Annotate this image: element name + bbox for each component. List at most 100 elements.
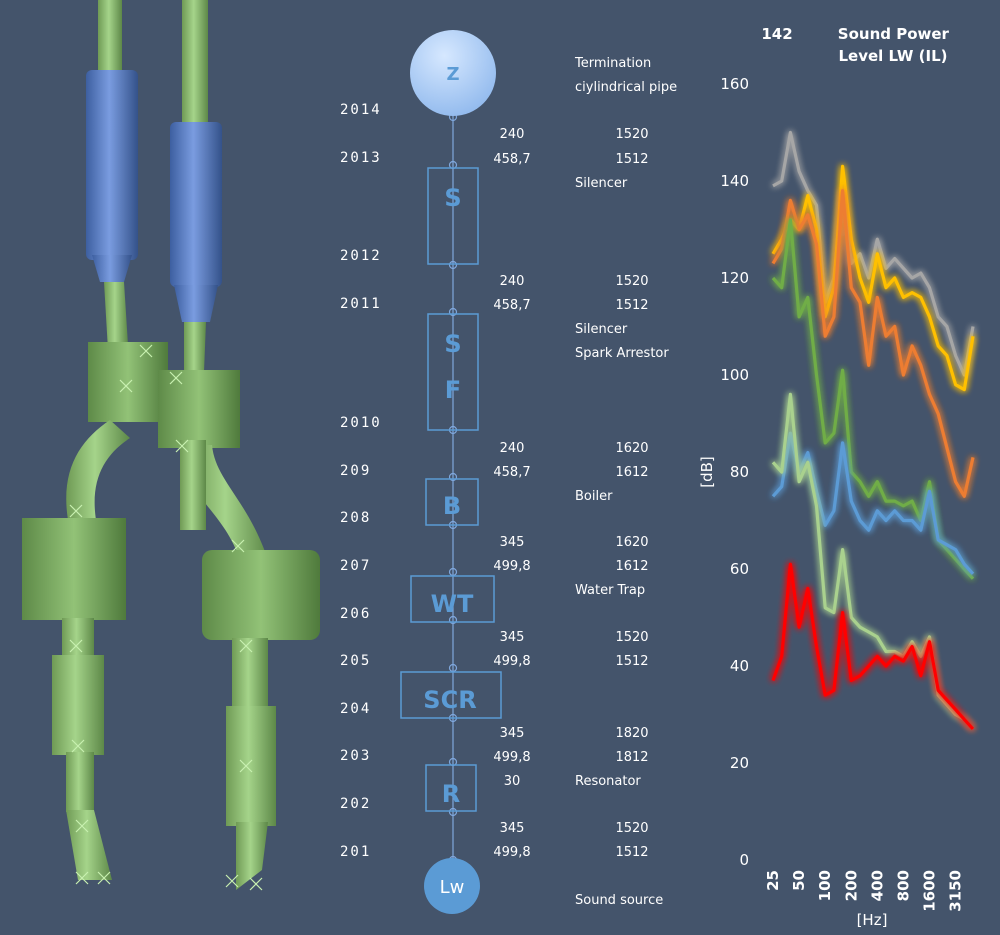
y-tick-label: 20 bbox=[730, 754, 749, 772]
description-text: Silencer bbox=[575, 322, 628, 337]
chart-series bbox=[771, 130, 975, 731]
left-outlet bbox=[66, 810, 112, 880]
left-silencer-cone bbox=[92, 255, 132, 282]
station-number: 201 bbox=[340, 844, 371, 860]
station-number: 208 bbox=[340, 510, 371, 526]
x-tick-label: 50 bbox=[790, 870, 808, 891]
value-a: 458,7 bbox=[493, 298, 530, 313]
value-b: 1620 bbox=[615, 441, 648, 456]
termination-node bbox=[410, 30, 496, 116]
description-text: Silencer bbox=[575, 176, 628, 191]
segment-values: 240 1520 458,7 1512 240 1520 458,7 1512 … bbox=[493, 127, 648, 860]
station-number: 206 bbox=[340, 606, 371, 622]
sound-power-chart: 142 Sound Power Level LW (IL) [dB] [Hz] … bbox=[700, 25, 975, 929]
left-connector-pipe bbox=[104, 282, 128, 350]
x-axis-label: [Hz] bbox=[857, 911, 888, 929]
station-number: 2010 bbox=[340, 415, 382, 431]
value-a: 458,7 bbox=[493, 152, 530, 167]
left-exhaust-pipe bbox=[98, 0, 122, 80]
right-lower-pipe bbox=[232, 638, 268, 708]
junction-dots bbox=[448, 112, 458, 865]
y-tick-label: 0 bbox=[739, 851, 749, 869]
vertical-pipe bbox=[180, 440, 206, 530]
node-label-scr: SCR bbox=[423, 686, 476, 714]
station-numbers: 2014 2013 2012 2011 2010 209 208 207 206… bbox=[340, 102, 382, 860]
y-tick-label: 40 bbox=[730, 657, 749, 675]
series-line bbox=[771, 431, 975, 575]
left-resonator bbox=[66, 752, 94, 812]
value-b: 1620 bbox=[615, 535, 648, 550]
x-tick-label: 25 bbox=[764, 870, 782, 891]
right-silencer-cone bbox=[174, 285, 218, 322]
node-label-wt: WT bbox=[431, 590, 474, 618]
value-a: 240 bbox=[500, 274, 525, 289]
value-b: 1512 bbox=[615, 152, 648, 167]
water-trap-node bbox=[410, 575, 495, 623]
value-b: 1512 bbox=[615, 654, 648, 669]
value-b: 1520 bbox=[615, 821, 648, 836]
boiler-node bbox=[425, 478, 479, 526]
station-number: 205 bbox=[340, 653, 371, 669]
value-a: 345 bbox=[500, 726, 525, 741]
value-b: 1612 bbox=[615, 465, 648, 480]
right-silencer bbox=[170, 122, 222, 287]
x-tick-label: 200 bbox=[842, 870, 860, 901]
series-line bbox=[771, 189, 975, 498]
component-descriptions: Termination ciylindrical pipe Silencer S… bbox=[574, 56, 677, 908]
y-axis-label: [dB] bbox=[700, 456, 716, 488]
spark-arrestor-node bbox=[427, 313, 479, 431]
value-b: 1520 bbox=[615, 127, 648, 142]
x-tick-label: 100 bbox=[816, 870, 834, 901]
value-a: 240 bbox=[500, 127, 525, 142]
y-tick-label: 120 bbox=[720, 269, 749, 287]
right-connector-pipe bbox=[184, 322, 206, 372]
node-label-lw: Lw bbox=[440, 877, 465, 898]
value-a: 345 bbox=[500, 535, 525, 550]
value-a: 345 bbox=[500, 630, 525, 645]
value-a: 499,8 bbox=[493, 559, 530, 574]
silencer-node bbox=[427, 167, 479, 265]
description-text: Spark Arrestor bbox=[575, 346, 669, 361]
description-text: Boiler bbox=[575, 489, 613, 504]
station-number: 203 bbox=[340, 748, 371, 764]
chart-title-line: Sound Power bbox=[838, 25, 950, 43]
y-tick-label: 140 bbox=[720, 172, 749, 190]
description-text: Termination bbox=[574, 56, 651, 71]
y-tick-label: 160 bbox=[720, 75, 749, 93]
value-a: 499,8 bbox=[493, 654, 530, 669]
left-lower-pipe bbox=[62, 618, 94, 658]
station-number: 2014 bbox=[340, 102, 382, 118]
value-b: 1812 bbox=[615, 750, 648, 765]
value-a: 240 bbox=[500, 441, 525, 456]
value-b: 1512 bbox=[615, 845, 648, 860]
station-number: 202 bbox=[340, 796, 371, 812]
station-number: 2012 bbox=[340, 248, 382, 264]
right-spark-arrestor bbox=[158, 370, 240, 448]
value-b: 1520 bbox=[615, 274, 648, 289]
value-b: 1612 bbox=[615, 559, 648, 574]
y-tick-label: 60 bbox=[730, 560, 749, 578]
station-number: 204 bbox=[340, 701, 371, 717]
x-tick-label: 1600 bbox=[921, 870, 939, 912]
description-text: Water Trap bbox=[575, 583, 645, 598]
exhaust-system-model bbox=[22, 0, 320, 891]
description-text: ciylindrical pipe bbox=[575, 80, 677, 95]
node-label-r: R bbox=[442, 780, 460, 808]
value-a: 499,8 bbox=[493, 750, 530, 765]
left-scr bbox=[52, 655, 104, 755]
scr-node bbox=[400, 671, 502, 719]
station-number: 2013 bbox=[340, 150, 382, 166]
left-spark-arrestor bbox=[88, 342, 168, 422]
right-exhaust-pipe bbox=[182, 0, 208, 130]
value-b: 1512 bbox=[615, 298, 648, 313]
station-number: 207 bbox=[340, 558, 371, 574]
node-label-s2: S bbox=[444, 330, 461, 358]
node-label-s: S bbox=[444, 184, 461, 212]
node-label-b: B bbox=[443, 492, 461, 520]
resonator-node bbox=[425, 764, 477, 812]
x-tick-label: 3150 bbox=[947, 870, 965, 912]
y-tick-label: 100 bbox=[720, 366, 749, 384]
node-label-z: Z bbox=[446, 64, 459, 85]
value-b: 1820 bbox=[615, 726, 648, 741]
value-a: 458,7 bbox=[493, 465, 530, 480]
